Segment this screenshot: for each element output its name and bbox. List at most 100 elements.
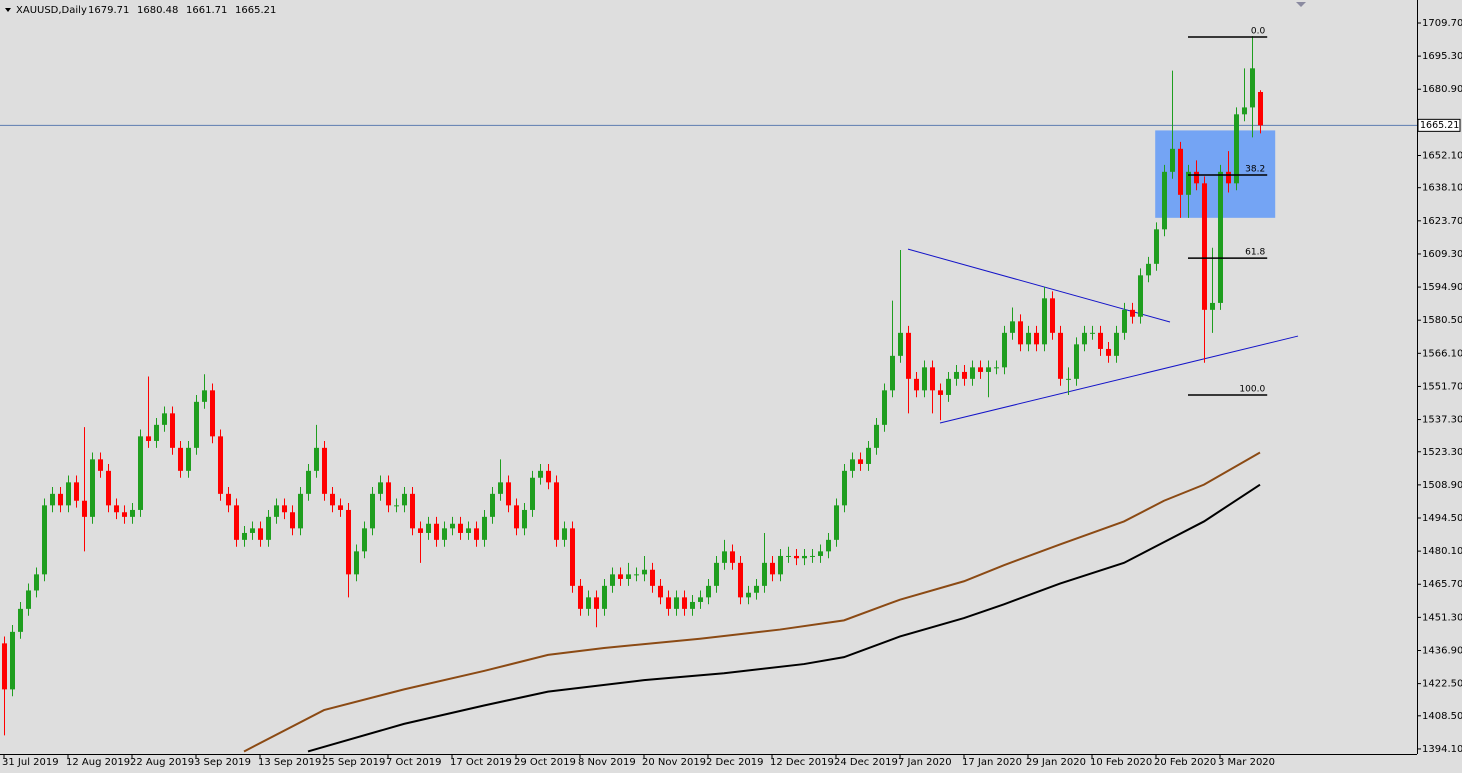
y-tick-label: 1566.10	[1422, 348, 1462, 359]
x-tick-label: 25 Sep 2019	[322, 757, 385, 768]
candle-body	[818, 551, 823, 556]
candle-body	[562, 528, 567, 540]
candle-body	[810, 555, 815, 557]
candle-body	[418, 528, 423, 533]
candle-body	[1066, 378, 1071, 380]
candle-body	[362, 528, 367, 552]
fibo-label: 0.0	[1251, 27, 1266, 37]
chart-title: XAUUSD,Daily	[16, 5, 87, 16]
trendline	[939, 335, 1299, 424]
candle-body	[826, 539, 831, 552]
candle-body	[882, 390, 887, 425]
candle-body	[298, 493, 303, 529]
candle-body	[514, 505, 519, 529]
candle-body	[338, 505, 343, 510]
candle-body	[154, 424, 159, 441]
y-tick-label: 1480.10	[1422, 546, 1462, 557]
candle-body	[1074, 344, 1079, 379]
x-tick-label: 3 Sep 2019	[194, 757, 251, 768]
candle-body	[170, 413, 175, 448]
candle-body	[538, 470, 543, 478]
candle-body	[530, 477, 535, 510]
y-tick-label: 1422.50	[1422, 679, 1462, 690]
candle-body	[26, 590, 31, 609]
candle-body	[370, 493, 375, 529]
candle-body	[354, 551, 359, 575]
candle-body	[730, 551, 735, 563]
candle-body	[1082, 332, 1087, 345]
candle-body	[874, 424, 879, 448]
x-tick-label: 12 Dec 2019	[770, 757, 834, 768]
candle-body	[218, 436, 223, 494]
candle-body	[602, 585, 607, 609]
candle-body	[778, 555, 783, 575]
candle-body	[586, 597, 591, 609]
candle-body	[498, 482, 503, 494]
candle-body	[898, 332, 903, 356]
candle-body	[66, 482, 71, 506]
candle-body	[842, 470, 847, 506]
y-tick-label: 1465.70	[1422, 579, 1462, 590]
candle-body	[442, 528, 447, 540]
candle-body	[1186, 171, 1191, 195]
candle-body	[1138, 275, 1143, 317]
candle-body	[410, 493, 415, 529]
candle-body	[618, 574, 623, 579]
candle-body	[1106, 348, 1111, 356]
candle-body	[858, 459, 863, 464]
candle-body	[34, 574, 39, 591]
candle-body	[10, 631, 15, 690]
candle-body	[1226, 171, 1231, 184]
candle-body	[2, 643, 7, 690]
candle-body	[90, 459, 95, 517]
candle-body	[402, 493, 407, 506]
candle-body	[386, 482, 391, 506]
candle-body	[978, 367, 983, 372]
symbol-menu-icon[interactable]	[5, 8, 11, 12]
x-tick-label: 22 Aug 2019	[130, 757, 194, 768]
y-tick-label: 1494.50	[1422, 513, 1462, 524]
candle-body	[346, 509, 351, 575]
candle-body	[906, 332, 911, 379]
y-tick-label: 1638.10	[1422, 183, 1462, 194]
candle-body	[770, 562, 775, 575]
candle-body	[314, 447, 319, 471]
candle-body	[18, 608, 23, 632]
candle-body	[642, 569, 647, 575]
candle-body	[194, 401, 199, 448]
candle-body	[922, 367, 927, 391]
candle-body	[482, 516, 487, 540]
candle-body	[1234, 114, 1239, 184]
candle-body	[1010, 321, 1015, 333]
ohlc-low: 1661.71	[186, 5, 227, 16]
moving-average-line	[243, 451, 1261, 753]
candle-body	[274, 505, 279, 517]
candle-body	[658, 585, 663, 598]
candle-body	[1218, 171, 1223, 303]
x-tick-label: 24 Dec 2019	[834, 757, 898, 768]
y-tick-label: 1580.50	[1422, 315, 1462, 326]
candle-body	[674, 597, 679, 609]
y-tick-label: 1594.90	[1422, 282, 1462, 293]
candle-body	[490, 493, 495, 517]
candle-body	[754, 585, 759, 593]
candle-body	[930, 367, 935, 391]
candle-body	[522, 509, 527, 529]
candle-body	[706, 585, 711, 598]
candle-body	[682, 597, 687, 609]
y-tick-label: 1695.30	[1422, 51, 1462, 62]
candle-body	[162, 413, 167, 425]
y-tick-label: 1408.50	[1422, 711, 1462, 722]
candle-body	[1146, 263, 1151, 276]
candle-body	[138, 436, 143, 510]
x-tick-label: 17 Oct 2019	[450, 757, 512, 768]
candle-body	[50, 493, 55, 506]
candle-body	[146, 436, 151, 441]
y-tick-label: 1551.70	[1422, 381, 1462, 392]
x-tick-label: 17 Jan 2020	[962, 757, 1022, 768]
candle-body	[914, 378, 919, 391]
x-tick-label: 12 Aug 2019	[66, 757, 130, 768]
candle-body	[1050, 298, 1055, 333]
candle-body	[666, 597, 671, 609]
